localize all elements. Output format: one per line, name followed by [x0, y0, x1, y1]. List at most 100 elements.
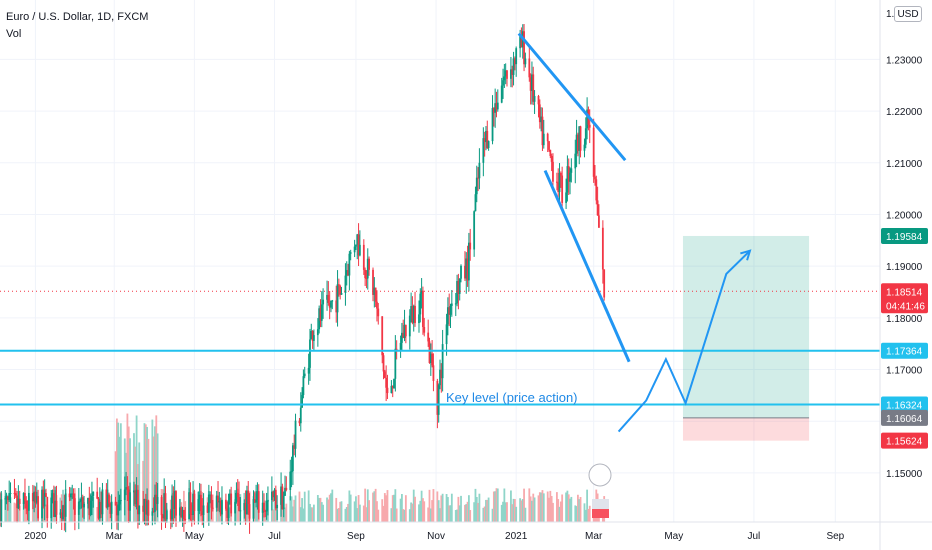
volume-bar — [456, 509, 458, 522]
volume-indicator-label[interactable]: Vol — [6, 28, 22, 40]
candle-body — [431, 353, 434, 366]
volume-bar — [537, 495, 540, 522]
candle-body — [328, 302, 331, 308]
volume-bar — [72, 500, 75, 522]
key-level-annotation[interactable]: Key level (price action) — [446, 390, 578, 405]
candle-body — [301, 395, 303, 408]
target-zone[interactable] — [682, 235, 810, 418]
volume-bar — [429, 508, 432, 522]
volume-bar — [577, 494, 579, 522]
candle-body — [235, 492, 238, 502]
volume-bar — [365, 507, 368, 522]
candle-body — [595, 179, 598, 201]
candle-body — [230, 493, 233, 514]
candle-body — [188, 492, 191, 520]
volume-bar — [520, 500, 523, 522]
volume-bar — [513, 499, 516, 522]
candle-body — [282, 495, 285, 510]
volume-bar — [450, 493, 453, 522]
drawings[interactable] — [517, 32, 752, 433]
symbol-title[interactable]: Euro / U.S. Dollar, 1D, FXCM — [6, 11, 149, 23]
stop-zone[interactable] — [682, 417, 810, 441]
candle-body — [172, 495, 175, 509]
projection-path[interactable] — [617, 249, 751, 433]
volume-bar — [448, 505, 451, 522]
candle-body — [247, 490, 250, 505]
candle-body — [491, 108, 494, 142]
volume-bar — [558, 506, 561, 522]
candle-body — [372, 269, 374, 295]
currency-selector[interactable]: USD — [894, 6, 922, 22]
candle-body — [117, 504, 120, 516]
level-lines[interactable] — [0, 290, 880, 406]
candle-body — [457, 281, 460, 294]
x-tick-label: 2021 — [505, 531, 528, 542]
candle-body — [465, 258, 468, 279]
volume-bar — [13, 502, 16, 522]
candle-body — [594, 176, 596, 180]
volume-bar — [431, 500, 434, 522]
volume-bar — [373, 491, 376, 522]
price-badge-label: 1.18514 — [886, 287, 923, 298]
price-badge-label: 1.15624 — [886, 437, 923, 448]
candle-body — [474, 194, 477, 212]
volume-bar — [34, 501, 37, 522]
candle-body — [546, 133, 549, 142]
volume-bar — [322, 504, 325, 522]
candle-body — [88, 498, 91, 516]
volume-bar — [92, 496, 95, 522]
candle-body — [601, 227, 604, 270]
volume-bar — [550, 496, 553, 522]
candle-body — [253, 499, 256, 503]
candle-body — [402, 332, 405, 338]
candle-body — [511, 69, 514, 75]
volume-bar — [310, 507, 313, 522]
candle-body — [27, 492, 30, 511]
long-position-zone[interactable] — [682, 235, 810, 441]
volume-bar — [482, 507, 485, 522]
candle-body — [34, 491, 37, 503]
volume-bar — [394, 489, 397, 522]
volume-bar — [588, 505, 591, 522]
x-tick-label: Mar — [585, 531, 603, 542]
candle-body — [77, 501, 80, 515]
candle-body — [418, 314, 420, 324]
volume-bar — [419, 500, 422, 522]
candle-body — [298, 420, 301, 424]
candle-body — [561, 175, 564, 203]
volume-bar — [458, 505, 461, 522]
volume-bar — [14, 503, 17, 522]
x-tick-label: Sep — [347, 531, 365, 542]
volume-bar — [316, 495, 319, 522]
candle-body — [182, 509, 185, 519]
candle-body — [284, 487, 286, 496]
volume-bar — [512, 498, 515, 522]
candle-body — [22, 493, 25, 504]
candle-body — [598, 215, 600, 228]
volume-bar — [331, 489, 334, 522]
candle-body — [412, 305, 415, 323]
candle-body — [533, 95, 536, 102]
volume-bar — [155, 415, 158, 522]
candle-body — [467, 242, 470, 281]
candle-body — [218, 500, 221, 503]
candle-body — [201, 511, 204, 515]
trend-line[interactable] — [543, 169, 631, 363]
candle-body — [340, 292, 343, 295]
volume-bar — [362, 505, 365, 522]
candle-body — [448, 307, 451, 315]
projection-arrowhead[interactable] — [740, 249, 752, 261]
volume-bar — [399, 498, 402, 522]
candle-body — [596, 200, 599, 216]
volume-bar — [584, 509, 587, 522]
volume-bar — [8, 498, 11, 522]
candle-body — [592, 127, 595, 177]
trend-line[interactable] — [517, 32, 627, 162]
volume-bar — [225, 506, 227, 522]
candle-body — [420, 290, 423, 294]
volume-bar — [432, 489, 435, 522]
candle-body — [114, 501, 117, 506]
candle-body — [519, 36, 522, 49]
candle-body — [494, 103, 497, 113]
